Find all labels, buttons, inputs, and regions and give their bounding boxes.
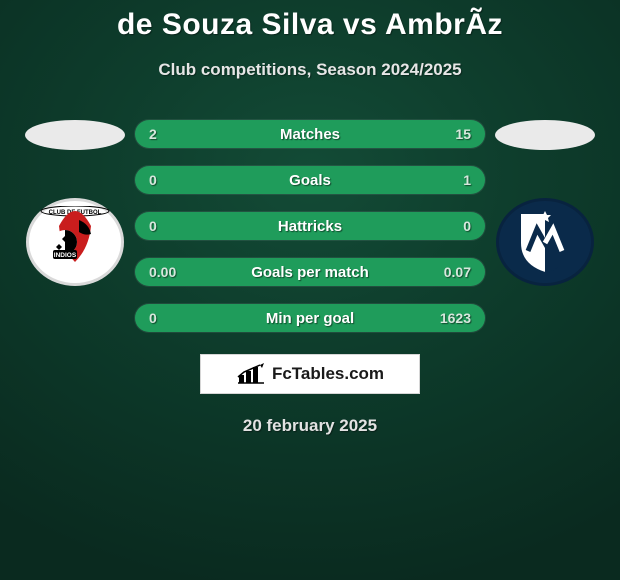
stats-center-col: 2 Matches 15 0 Goals 1 0 Hattricks 0 0.0… — [135, 120, 485, 436]
stat-left-value: 0 — [149, 172, 157, 188]
stat-label: Goals — [135, 172, 485, 189]
left-club-badge: CLUB DE FUTBOL INDIOS — [26, 198, 124, 286]
stat-label: Min per goal — [135, 310, 485, 327]
stat-row-goals: 0 Goals 1 — [135, 166, 485, 194]
page-title: de Souza Silva vs AmbrÃ­z — [0, 0, 620, 42]
stat-right-value: 1623 — [440, 310, 471, 326]
stat-label: Matches — [135, 126, 485, 143]
comparison-pitch: CLUB DE FUTBOL INDIOS 2 Matches 15 0 Goa… — [0, 120, 620, 436]
stat-left-value: 2 — [149, 126, 157, 142]
stat-right-value: 1 — [463, 172, 471, 188]
brand-text: FcTables.com — [272, 364, 384, 384]
date-line: 20 february 2025 — [243, 416, 377, 436]
season-subtitle: Club competitions, Season 2024/2025 — [0, 60, 620, 80]
stat-right-value: 0.07 — [444, 264, 471, 280]
stat-right-value: 15 — [455, 126, 471, 142]
player-photo-placeholder-left — [25, 120, 125, 150]
left-player-col: CLUB DE FUTBOL INDIOS — [15, 120, 135, 286]
stat-row-matches: 2 Matches 15 — [135, 120, 485, 148]
svg-text:INDIOS: INDIOS — [54, 252, 77, 259]
stat-row-mpg: 0 Min per goal 1623 — [135, 304, 485, 332]
right-player-col — [485, 120, 605, 286]
stat-left-value: 0 — [149, 310, 157, 326]
stat-label: Hattricks — [135, 218, 485, 235]
stat-left-value: 0 — [149, 218, 157, 234]
brand-box: FcTables.com — [200, 354, 420, 394]
stat-row-gpm: 0.00 Goals per match 0.07 — [135, 258, 485, 286]
right-club-badge — [496, 198, 594, 286]
player-photo-placeholder-right — [495, 120, 595, 150]
monterrey-crest-icon — [510, 207, 580, 277]
stat-label: Goals per match — [135, 264, 485, 281]
stat-row-hattricks: 0 Hattricks 0 — [135, 212, 485, 240]
stat-right-value: 0 — [463, 218, 471, 234]
indios-crest-icon: CLUB DE FUTBOL INDIOS — [35, 206, 115, 278]
stat-left-value: 0.00 — [149, 264, 176, 280]
bar-chart-icon — [236, 363, 266, 385]
